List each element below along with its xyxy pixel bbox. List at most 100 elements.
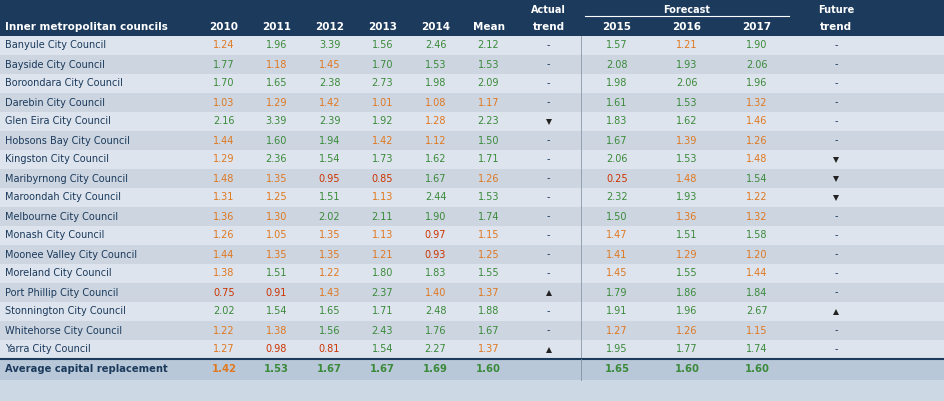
Bar [0, 207, 944, 226]
Text: 1.31: 1.31 [213, 192, 234, 203]
Text: 1.77: 1.77 [213, 59, 234, 69]
Text: 1.67: 1.67 [478, 326, 498, 336]
Text: 1.51: 1.51 [265, 269, 287, 279]
Text: 1.76: 1.76 [424, 326, 446, 336]
Text: 1.70: 1.70 [371, 59, 393, 69]
Text: 1.48: 1.48 [676, 174, 697, 184]
Text: 1.35: 1.35 [265, 249, 287, 259]
Bar [0, 36, 944, 55]
Text: 1.35: 1.35 [265, 174, 287, 184]
Text: Moonee Valley City Council: Moonee Valley City Council [5, 249, 137, 259]
Text: 1.71: 1.71 [478, 154, 498, 164]
Text: 2.73: 2.73 [371, 79, 393, 89]
Text: Actual: Actual [531, 5, 565, 15]
Text: 1.93: 1.93 [676, 59, 697, 69]
Text: 1.03: 1.03 [213, 97, 234, 107]
Text: 1.98: 1.98 [606, 79, 627, 89]
Text: 1.69: 1.69 [423, 365, 447, 375]
Text: -: - [547, 136, 549, 146]
Bar [0, 169, 944, 188]
Text: -: - [834, 344, 837, 354]
Text: 1.88: 1.88 [478, 306, 498, 316]
Text: 1.44: 1.44 [213, 249, 234, 259]
Text: Average capital replacement: Average capital replacement [5, 365, 168, 375]
Text: 1.98: 1.98 [425, 79, 446, 89]
Text: -: - [547, 249, 549, 259]
Text: 1.67: 1.67 [317, 365, 342, 375]
Text: 1.25: 1.25 [477, 249, 498, 259]
Text: 1.73: 1.73 [371, 154, 393, 164]
Bar [0, 302, 944, 321]
Text: 1.67: 1.67 [606, 136, 627, 146]
Text: 1.39: 1.39 [676, 136, 697, 146]
Bar [0, 55, 944, 74]
Text: 1.48: 1.48 [746, 154, 767, 164]
Text: Darebin City Council: Darebin City Council [5, 97, 105, 107]
Text: 1.65: 1.65 [265, 79, 287, 89]
Text: -: - [834, 117, 837, 126]
Text: 2.16: 2.16 [213, 117, 234, 126]
Text: 1.65: 1.65 [604, 365, 629, 375]
Text: -: - [834, 59, 837, 69]
Text: -: - [834, 211, 837, 221]
Text: 1.46: 1.46 [746, 117, 767, 126]
Text: 2.06: 2.06 [746, 59, 767, 69]
Text: 1.55: 1.55 [477, 269, 498, 279]
Text: Moreland City Council: Moreland City Council [5, 269, 111, 279]
Text: Boroondara City Council: Boroondara City Council [5, 79, 123, 89]
Text: 1.08: 1.08 [425, 97, 446, 107]
Text: 1.37: 1.37 [478, 288, 498, 298]
Text: 2.37: 2.37 [371, 288, 393, 298]
Text: 1.42: 1.42 [371, 136, 393, 146]
Text: 1.35: 1.35 [318, 249, 340, 259]
Text: 1.94: 1.94 [318, 136, 340, 146]
Text: 2.39: 2.39 [318, 117, 340, 126]
Text: -: - [547, 192, 549, 203]
Text: 1.50: 1.50 [606, 211, 627, 221]
Text: 2.23: 2.23 [477, 117, 498, 126]
Text: 1.70: 1.70 [213, 79, 234, 89]
Text: 1.60: 1.60 [476, 365, 500, 375]
Text: 1.84: 1.84 [746, 288, 767, 298]
Text: -: - [834, 269, 837, 279]
Text: 2.12: 2.12 [477, 41, 498, 51]
Text: 1.61: 1.61 [606, 97, 627, 107]
Text: 0.95: 0.95 [318, 174, 340, 184]
Text: 1.56: 1.56 [318, 326, 340, 336]
Text: 1.74: 1.74 [746, 344, 767, 354]
Text: Kingston City Council: Kingston City Council [5, 154, 109, 164]
Text: -: - [834, 41, 837, 51]
Text: 1.93: 1.93 [676, 192, 697, 203]
Bar [0, 0, 944, 36]
Text: Bayside City Council: Bayside City Council [5, 59, 105, 69]
Text: 1.54: 1.54 [318, 154, 340, 164]
Text: 1.20: 1.20 [746, 249, 767, 259]
Bar [0, 188, 944, 207]
Text: 2.44: 2.44 [424, 192, 446, 203]
Text: 1.92: 1.92 [371, 117, 393, 126]
Text: Forecast: Forecast [663, 5, 710, 15]
Text: 1.43: 1.43 [318, 288, 340, 298]
Text: 1.79: 1.79 [606, 288, 627, 298]
Text: 1.45: 1.45 [606, 269, 627, 279]
Text: -: - [547, 211, 549, 221]
Text: 1.91: 1.91 [606, 306, 627, 316]
Text: 1.38: 1.38 [265, 326, 287, 336]
Text: 2.32: 2.32 [605, 192, 627, 203]
Text: 0.98: 0.98 [265, 344, 287, 354]
Text: 1.57: 1.57 [605, 41, 627, 51]
Text: 1.45: 1.45 [318, 59, 340, 69]
Text: 1.60: 1.60 [744, 365, 768, 375]
Text: 2010: 2010 [210, 22, 238, 32]
Text: 1.48: 1.48 [213, 174, 234, 184]
Text: Hobsons Bay City Council: Hobsons Bay City Council [5, 136, 129, 146]
Text: 1.51: 1.51 [676, 231, 697, 241]
Text: 1.42: 1.42 [318, 97, 340, 107]
Text: 1.36: 1.36 [213, 211, 234, 221]
Text: 2016: 2016 [672, 22, 700, 32]
Text: 1.27: 1.27 [605, 326, 627, 336]
Text: Port Phillip City Council: Port Phillip City Council [5, 288, 118, 298]
Text: 1.40: 1.40 [425, 288, 446, 298]
Text: -: - [834, 288, 837, 298]
Bar [0, 112, 944, 131]
